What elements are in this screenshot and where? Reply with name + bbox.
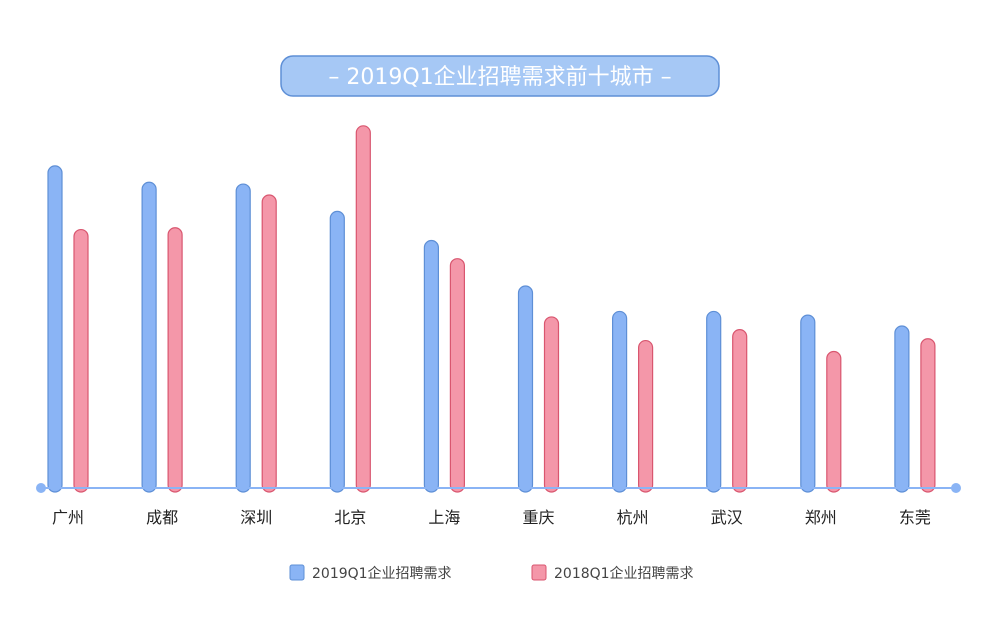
title-main: 2019Q1企业招聘需求前十城市	[346, 65, 653, 90]
legend-label: 2018Q1企业招聘需求	[554, 565, 694, 582]
chart-title-text: – 2019Q1企业招聘需求前十城市 –	[328, 65, 671, 90]
bar-2019q1-1	[141, 181, 157, 493]
x-tick-label: 上海	[428, 508, 460, 527]
x-tick-label: 武汉	[711, 508, 743, 527]
bar-2018q1-1	[167, 227, 183, 493]
legend-swatch	[289, 564, 305, 581]
x-axis-left-dot	[36, 483, 46, 493]
bar-2019q1-0	[47, 165, 63, 493]
x-tick-label: 北京	[334, 508, 366, 527]
chart-title: – 2019Q1企业招聘需求前十城市 –	[280, 55, 720, 97]
x-tick-label: 东莞	[899, 508, 931, 527]
bar-2018q1-8	[826, 350, 842, 493]
x-tick-label: 郑州	[805, 508, 837, 527]
x-tick-label: 深圳	[240, 508, 272, 527]
bar-2019q1-6	[611, 310, 628, 493]
bar-2018q1-6	[637, 339, 654, 493]
x-tick-label: 杭州	[617, 508, 649, 527]
bar-2018q1-7	[732, 329, 748, 493]
title-dash-left: –	[328, 65, 346, 90]
x-tick-label: 广州	[52, 508, 84, 527]
title-pill	[280, 55, 720, 97]
bar-2019q1-2	[235, 183, 251, 493]
x-axis-right-dot	[951, 483, 961, 493]
bar-2019q1-5	[517, 285, 534, 493]
bar-2019q1-8	[800, 314, 816, 493]
bar-2019q1-9	[894, 325, 910, 493]
legend-swatch	[531, 564, 547, 581]
bar-2018q1-2	[261, 194, 277, 493]
bar-2018q1-3	[355, 125, 371, 493]
bar-2018q1-5	[543, 316, 560, 493]
legend: 2019Q1企业招聘需求 2018Q1企业招聘需求	[289, 564, 694, 582]
bar-2018q1-4	[449, 258, 465, 493]
bar-group	[47, 125, 936, 493]
x-axis	[36, 483, 961, 493]
bar-2018q1-0	[73, 228, 89, 493]
legend-label: 2019Q1企业招聘需求	[312, 565, 452, 582]
title-dash-right: –	[654, 65, 672, 90]
x-tick-label: 重庆	[522, 508, 554, 527]
x-tick-labels: 广州 成都 深圳 北京 上海 重庆 杭州 武汉 郑州 东莞	[52, 508, 931, 527]
bar-2019q1-7	[706, 310, 722, 493]
bar-2019q1-3	[329, 210, 345, 493]
bar-2019q1-4	[423, 239, 439, 493]
x-tick-label: 成都	[146, 508, 178, 527]
bar-2018q1-9	[920, 338, 936, 493]
